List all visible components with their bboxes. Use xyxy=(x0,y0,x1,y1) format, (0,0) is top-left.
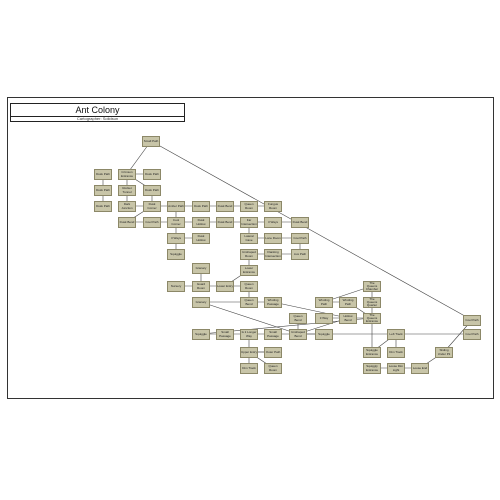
chamber-n15[interactable]: Queen Room xyxy=(240,201,258,212)
chamber-n67[interactable]: Left Track xyxy=(387,329,405,340)
chamber-n22[interactable]: Dusk Bend xyxy=(216,217,234,228)
chamber-n46[interactable]: The Queens Quarter xyxy=(363,297,381,308)
chamber-n47[interactable]: Queen Bend xyxy=(289,313,307,324)
chamber-n55[interactable]: Small Passage xyxy=(216,329,234,340)
chamber-n66[interactable]: Squiggle Entrance xyxy=(363,347,381,358)
chamber-n54[interactable]: Squiggle xyxy=(192,329,210,340)
chamber-n52[interactable]: The Queens Entrance xyxy=(363,313,381,324)
chamber-n11[interactable]: Dusk Corner xyxy=(143,201,161,212)
chamber-n56[interactable]: Is it Longer Way xyxy=(240,329,258,340)
chamber-n4[interactable]: Dusk Path xyxy=(143,169,161,180)
chamber-n58[interactable]: Unshaped Bend xyxy=(289,329,307,340)
chamber-n38[interactable]: Guard Room xyxy=(192,281,210,292)
chamber-n45[interactable]: The Queens Chamber xyxy=(363,281,381,292)
chamber-n12[interactable]: Amber Path xyxy=(167,201,185,212)
chamber-n63[interactable]: Upper Entry xyxy=(240,347,258,358)
chamber-n9[interactable]: Dusk Path xyxy=(94,201,112,212)
chamber-n8[interactable]: Dusk Path xyxy=(94,185,112,196)
chamber-n26[interactable]: 3 Ways xyxy=(167,233,185,244)
chamber-n50[interactable]: 3 Way xyxy=(315,313,333,324)
chamber-n29[interactable]: Lone Room xyxy=(264,233,282,244)
chamber-n68[interactable]: Dim Track xyxy=(387,347,405,358)
chamber-n59[interactable]: Squiggle xyxy=(315,329,333,340)
chamber-n35[interactable]: Granary xyxy=(192,263,210,274)
chamber-n32[interactable]: Unshaped Room xyxy=(240,249,258,260)
chamber-n3[interactable]: Crimson Entrance xyxy=(118,169,136,180)
chamber-n44[interactable]: Winding Path xyxy=(315,297,333,308)
chamber-n19[interactable]: Cool Corner xyxy=(167,217,185,228)
title-block: Ant Colony Cartographer: Solidsun xyxy=(10,103,185,122)
chamber-n42[interactable]: Queen Bend xyxy=(240,297,258,308)
chamber-n30[interactable]: Cool Path xyxy=(291,233,309,244)
page-title: Ant Colony xyxy=(11,104,184,117)
chamber-n40[interactable]: Queen Room xyxy=(240,281,258,292)
chamber-n72[interactable]: Sliding Under Pit xyxy=(435,347,453,358)
chamber-n69[interactable]: Squiggly Entrance xyxy=(363,363,381,374)
chamber-n57[interactable]: Small Passage xyxy=(264,329,282,340)
chamber-n62[interactable]: Outer Path xyxy=(264,347,282,358)
chamber-n43[interactable]: Winding Passage xyxy=(264,297,282,308)
chamber-n14[interactable]: Dusk Bend xyxy=(216,201,234,212)
chamber-n6[interactable]: Rocket Tunnel xyxy=(118,185,136,196)
chamber-n28[interactable]: Lateral Cave xyxy=(240,233,258,244)
chamber-n24[interactable]: 3 Ways xyxy=(264,217,282,228)
chamber-n71[interactable]: Loose End xyxy=(411,363,429,374)
chamber-n25[interactable]: Dusk Bend xyxy=(291,217,309,228)
chamber-n51[interactable]: Winding Path xyxy=(339,297,357,308)
chamber-n37[interactable]: Nursery xyxy=(167,281,185,292)
chamber-n5[interactable]: Dusk Path xyxy=(143,185,161,196)
cartographer-credit: Cartographer: Solidsun xyxy=(76,116,119,121)
chamber-n18[interactable]: Cool Path xyxy=(143,217,161,228)
chamber-n1[interactable]: Cool Path xyxy=(463,315,481,326)
chamber-n53[interactable]: Cool Path xyxy=(463,329,481,340)
chamber-n34[interactable]: Aux Path xyxy=(291,249,309,260)
chamber-n2[interactable]: Small Path xyxy=(142,136,160,147)
chamber-n31[interactable]: Squiggle xyxy=(167,249,185,260)
chamber-n70[interactable]: Loose Dim Light xyxy=(387,363,405,374)
chamber-n65[interactable]: Queen Room xyxy=(264,363,282,374)
chamber-n64[interactable]: Dim Track xyxy=(240,363,258,374)
chamber-n49[interactable]: Hollow Bend xyxy=(339,313,357,324)
chamber-n10[interactable]: Dark Junction xyxy=(118,201,136,212)
chamber-n21[interactable]: Dusk Hollow xyxy=(192,217,210,228)
chamber-n16[interactable]: Fungus Room xyxy=(264,201,282,212)
chamber-n33[interactable]: Flanking Intersection xyxy=(264,249,282,260)
chamber-n7[interactable]: Dusk Path xyxy=(94,169,112,180)
chamber-n13[interactable]: Dusk Path xyxy=(192,201,210,212)
chamber-n36[interactable]: Lower Entrance xyxy=(240,265,258,276)
chamber-n27[interactable]: Dusk Hollow xyxy=(192,233,210,244)
chamber-n39[interactable]: Lower Entry xyxy=(216,281,234,292)
chamber-n17[interactable]: Dusk Bend xyxy=(118,217,136,228)
chamber-n23[interactable]: Far Intersection xyxy=(240,217,258,228)
chamber-n41[interactable]: Granary xyxy=(192,297,210,308)
